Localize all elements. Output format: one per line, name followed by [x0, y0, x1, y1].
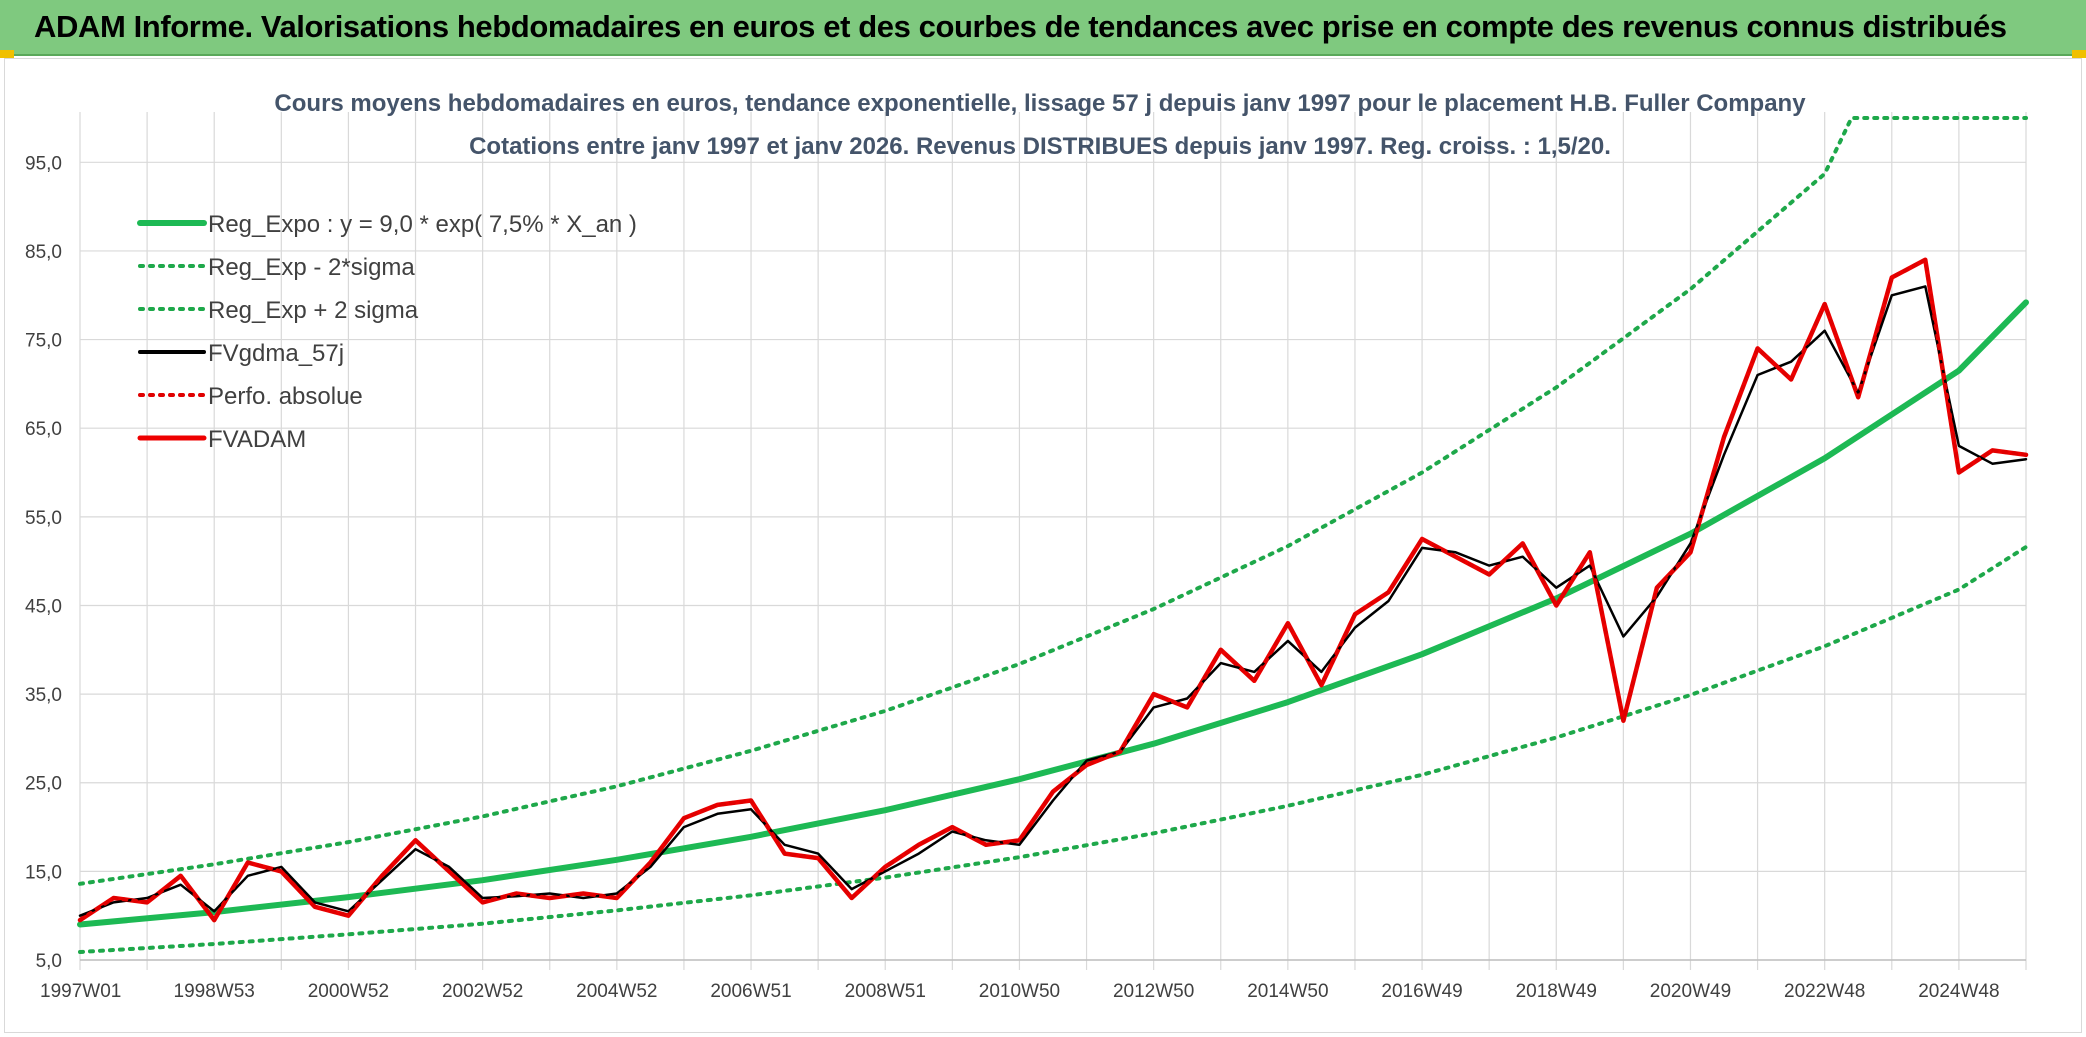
y-tick-label: 35,0: [25, 685, 62, 706]
corner-mark-right: [2072, 50, 2086, 58]
corner-mark-left: [0, 50, 14, 58]
y-tick-label: 55,0: [25, 508, 62, 529]
series-line-4: [78, 257, 2028, 923]
y-tick-label: 5,0: [36, 951, 62, 972]
x-tick-label: 2014W50: [1247, 981, 1328, 1002]
x-tick-label: 1997W01: [40, 981, 121, 1002]
legend-label: Reg_Exp - 2*sigma: [208, 254, 415, 281]
y-tick-label: 75,0: [25, 331, 62, 352]
series-line-2: [78, 116, 2028, 886]
x-tick-label: 2000W52: [308, 981, 389, 1002]
series-line-0: [77, 299, 2029, 928]
x-tick-label: 2022W48: [1784, 981, 1865, 1002]
legend-label: Reg_Exp + 2 sigma: [208, 297, 419, 324]
legend: Reg_Expo : y = 9,0 * exp( 7,5% * X_an ) R…: [137, 211, 637, 453]
x-tick-label: 2024W48: [1918, 981, 1999, 1002]
series-line-1: [78, 545, 2028, 954]
x-tick-label: 2006W51: [710, 981, 791, 1002]
chart-frame: [4, 58, 2082, 1033]
x-tick-label: 2016W49: [1381, 981, 1462, 1002]
y-tick-label: 45,0: [25, 596, 62, 617]
y-tick-label: 25,0: [25, 774, 62, 795]
axis-ticks: 5,0 15,0 25,0 35,0 45,0 55,0 65,0 75,0 85,0 95,0 1…: [25, 153, 2000, 1002]
x-tick-label: 2012W50: [1113, 981, 1194, 1002]
report-title: ADAM Informe. Valorisations hebdomadaire…: [34, 9, 2007, 44]
series-line-3: [78, 285, 2028, 917]
y-tick-label: 15,0: [25, 862, 62, 883]
grid: [79, 112, 2027, 970]
y-tick-label: 95,0: [25, 153, 62, 174]
x-tick-label: 2010W50: [979, 981, 1060, 1002]
x-tick-label: 2018W49: [1516, 981, 1597, 1002]
x-tick-label: 2004W52: [576, 981, 657, 1002]
chart-subtitle: Cotations entre janv 1997 et janv 2026. …: [469, 133, 1611, 160]
x-tick-label: 2008W51: [845, 981, 926, 1002]
x-tick-label: 2002W52: [442, 981, 523, 1002]
series-lines: [77, 116, 2029, 954]
legend-label: Perfo. absolue: [208, 383, 363, 410]
x-tick-label: 2020W49: [1650, 981, 1731, 1002]
series-line-5: [77, 257, 2029, 923]
legend-label: FVADAM: [208, 426, 306, 453]
report-banner: ADAM Informe. Valorisations hebdomadaire…: [0, 0, 2086, 56]
chart-title: Cours moyens hebdomadaires en euros, ten…: [274, 90, 1806, 117]
legend-label: FVgdma_57j: [208, 340, 344, 367]
y-tick-label: 65,0: [25, 419, 62, 440]
x-tick-label: 1998W53: [174, 981, 255, 1002]
legend-label: Reg_Expo : y = 9,0 * exp( 7,5% * X_an ): [208, 211, 637, 238]
y-tick-label: 85,0: [25, 242, 62, 263]
